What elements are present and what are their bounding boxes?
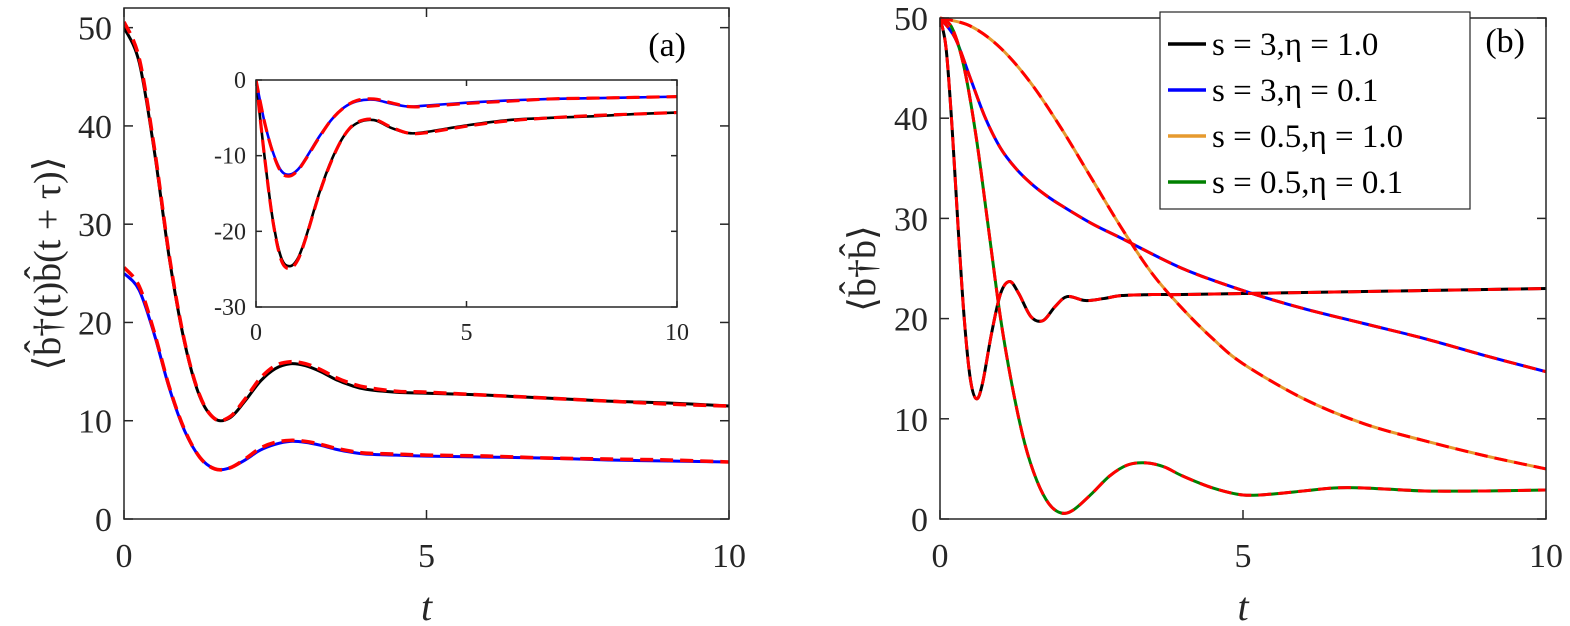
- panel-b-xtick-label: 10: [1529, 538, 1563, 575]
- inset-ytick-label: -30: [214, 295, 246, 321]
- panel-a-frame: [123, 7, 730, 520]
- panel-b-series-dashed-overlay: [940, 17, 1546, 374]
- inset-ytick-label: -20: [214, 219, 246, 245]
- panel-a-xlabel: t: [421, 584, 433, 626]
- panel-a: 0 5 10 0 10 20 30 40 50 t ⟨b̂†(t)b̂(t + τ)⟩ (a) 0 5 10…: [24, 7, 746, 626]
- panel-b-series-dashed-overlay: [940, 16, 1546, 515]
- inset-plot-area: [256, 80, 677, 307]
- panel-a-series-line: [124, 21, 729, 423]
- panel-a-xtick-label: 5: [418, 538, 435, 575]
- inset-xtick-label: 0: [250, 320, 262, 346]
- panel-b-ytick-label: 50: [894, 1, 928, 38]
- panel-a-ytick-label: 10: [78, 404, 112, 441]
- panel-b-series-dashed-overlay: [940, 17, 1546, 401]
- inset-lines: [256, 80, 677, 271]
- panel-b-xtick-label: 0: [932, 538, 949, 575]
- panel-a-xtick-label: 0: [116, 538, 133, 575]
- legend-entry-label: s = 0.5,η = 1.0: [1212, 119, 1403, 155]
- panel-a-series-line: [124, 266, 729, 472]
- panel-a-ytick-label: 50: [78, 11, 112, 48]
- panel-a-letter: (a): [648, 27, 686, 64]
- legend-entry-label: s = 3,η = 1.0: [1212, 27, 1378, 63]
- panel-b-ytick-label: 0: [911, 502, 928, 539]
- inset-xtick-label: 10: [665, 320, 689, 346]
- panel-b-ytick-label: 30: [894, 201, 928, 238]
- inset-xtick-label: 5: [461, 320, 473, 346]
- panel-b-letter: (b): [1485, 23, 1525, 60]
- panel-a-ytick-label: 40: [78, 109, 112, 146]
- panel-a-xtick-label: 10: [712, 538, 746, 575]
- panel-b-series-dashed-overlay: [940, 16, 1546, 471]
- panel-a-ytick-label: 0: [95, 502, 112, 539]
- inset-plot: 0 5 10 0 -10 -20 -30: [214, 68, 689, 346]
- panel-a-ytick-label: 20: [78, 305, 112, 342]
- panel-a-ytick-label: 30: [78, 207, 112, 244]
- legend-entry-label: s = 3,η = 0.1: [1212, 73, 1378, 109]
- panel-b-xtick-label: 5: [1235, 538, 1252, 575]
- inset-series-line: [256, 80, 677, 178]
- panel-b-ytick-label: 10: [894, 402, 928, 439]
- panel-b-ytick-label: 40: [894, 101, 928, 138]
- inset-series-line: [256, 80, 677, 271]
- panel-a-ylabel: ⟨b̂†(t)b̂(t + τ)⟩: [24, 156, 69, 370]
- panel-b-ytick-label: 20: [894, 302, 928, 339]
- legend-entry-label: s = 0.5,η = 0.1: [1212, 165, 1403, 201]
- inset-frame: [255, 79, 678, 308]
- inset-ytick-label: -10: [214, 144, 246, 170]
- panel-a-series-line: [124, 26, 729, 423]
- panel-b-ylabel: ⟨b̂†b̂⟩: [839, 225, 884, 312]
- panel-a-lines: [124, 21, 729, 472]
- legend: s = 3,η = 1.0 s = 3,η = 0.1 s = 0.5,η = 1.…: [1159, 11, 1471, 210]
- panel-b-lines: [940, 16, 1546, 515]
- inset-ytick-label: 0: [234, 68, 246, 94]
- panel-b-xlabel: t: [1237, 584, 1249, 626]
- legend-box: [1159, 11, 1471, 210]
